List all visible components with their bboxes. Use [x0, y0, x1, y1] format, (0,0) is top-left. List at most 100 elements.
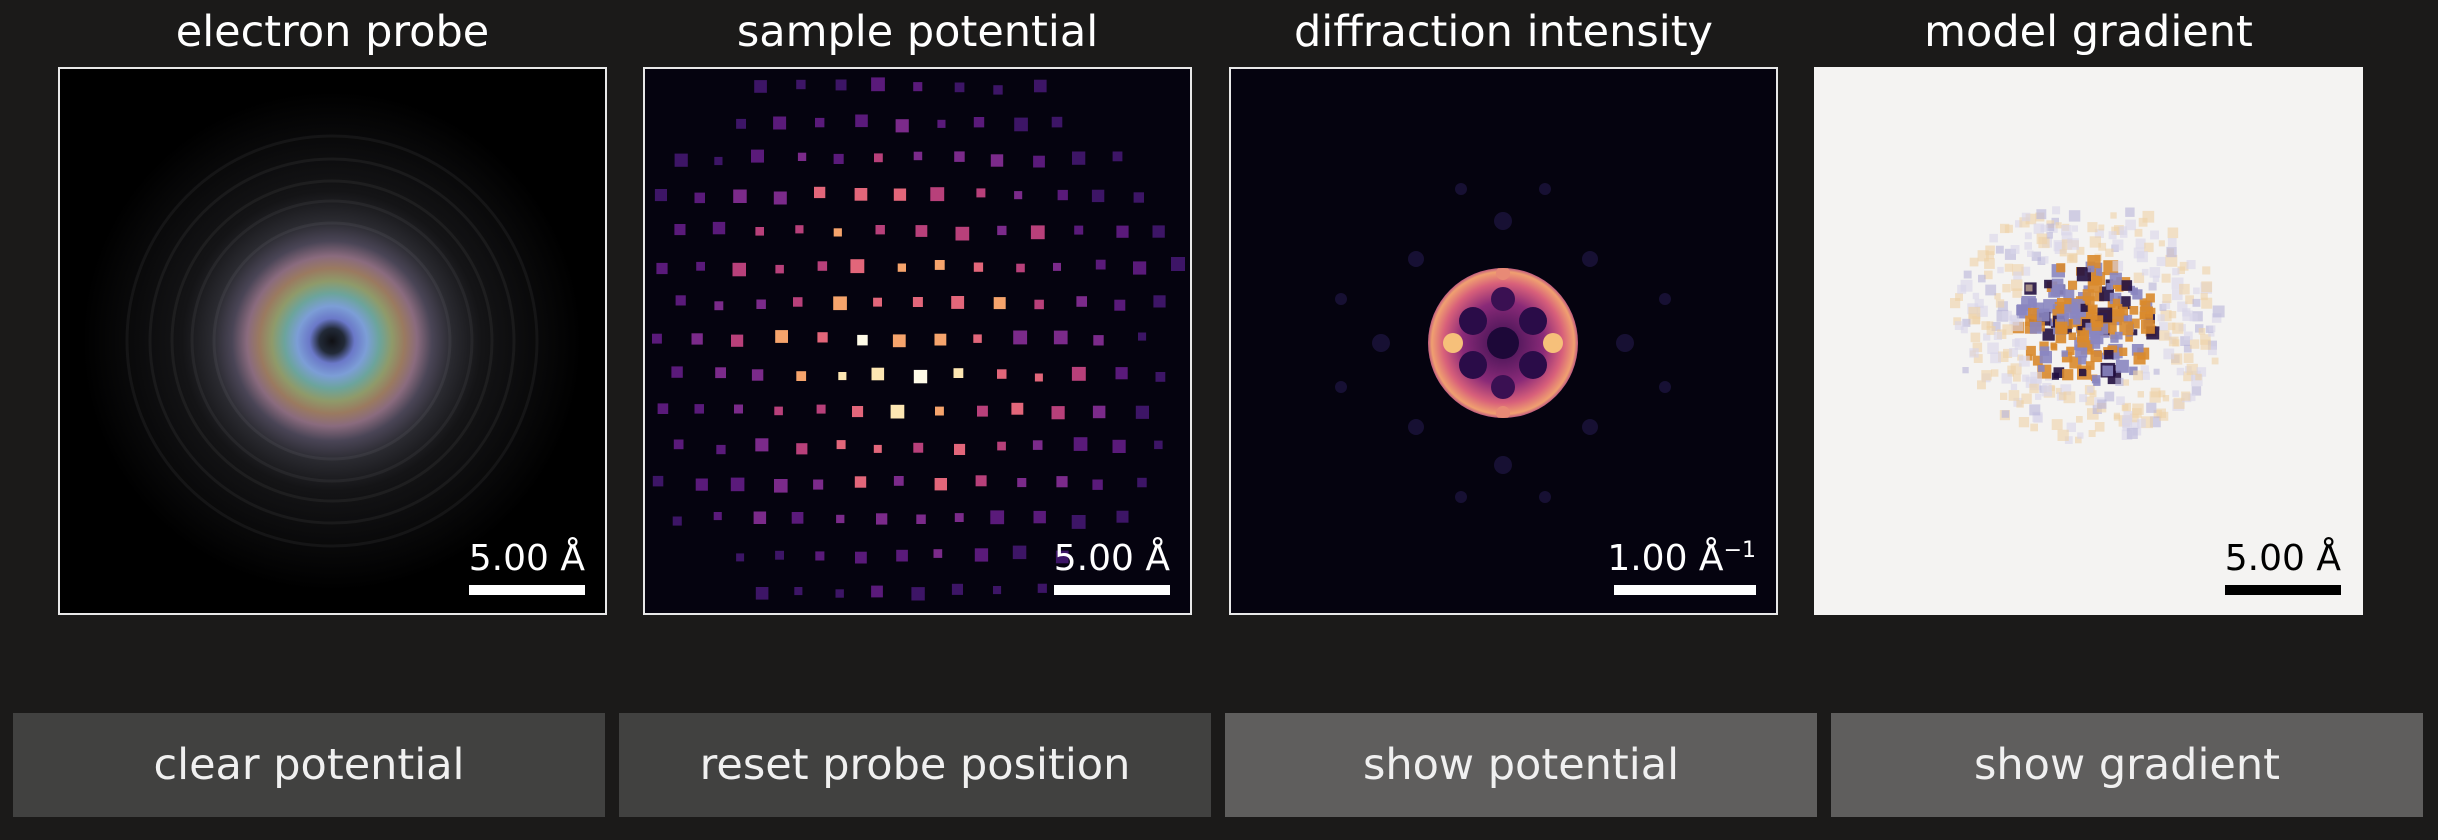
gradient-pixel — [2051, 372, 2059, 380]
gradient-pixel — [1977, 380, 1986, 390]
atom-pixel — [838, 372, 847, 381]
atom-pixel — [875, 225, 885, 235]
atom-pixel — [855, 114, 868, 128]
gradient-pixel — [2122, 418, 2133, 429]
gradient-pixel — [1981, 321, 1991, 330]
gradient-pixel — [1968, 306, 1981, 319]
clear-potential-button[interactable]: clear potential — [13, 713, 605, 817]
gradient-pixel — [2000, 392, 2008, 400]
diffraction-scale-bar — [1614, 585, 1756, 595]
diffraction-scale-label: 1.00 Å−1 — [1607, 538, 1756, 579]
gradient-pixel — [2021, 212, 2031, 222]
electron-probe-view[interactable]: 5.00 Å — [58, 67, 607, 615]
gradient-pixel — [2066, 422, 2076, 432]
diffraction-intensity-view[interactable]: 1.00 Å−1 — [1229, 67, 1778, 615]
gradient-pixel — [2053, 367, 2065, 378]
gradient-pixel — [2159, 411, 2169, 421]
gradient-pixel — [2055, 332, 2067, 344]
gradient-pixel — [1954, 321, 1964, 330]
atom-pixel — [734, 404, 743, 414]
atom-pixel — [1051, 116, 1063, 128]
gradient-pixel — [2168, 311, 2177, 319]
gradient-pixel — [2009, 348, 2018, 357]
gradient-pixel — [2029, 404, 2041, 416]
atom-pixel — [833, 228, 842, 237]
atom-pixel — [694, 192, 705, 204]
gradient-pixel — [2059, 249, 2067, 257]
atom-pixel — [1017, 478, 1027, 488]
atom-pixel — [993, 586, 1002, 595]
gradient-pixel — [2018, 355, 2030, 367]
gradient-pixel — [2158, 240, 2165, 247]
gradient-pixel — [2159, 322, 2168, 331]
electron-probe-scalebar: 5.00 Å — [469, 539, 585, 595]
gradient-pixel — [2015, 220, 2023, 228]
atom-pixel — [775, 264, 784, 274]
gradient-pixel — [2068, 332, 2077, 340]
gradient-pixel — [2130, 419, 2140, 429]
gradient-pixel — [2050, 342, 2057, 349]
atom-pixel — [990, 510, 1005, 525]
atom-pixel — [1073, 437, 1088, 451]
gradient-pixel — [2063, 289, 2075, 301]
model-gradient-view[interactable]: 5.00 Å — [1814, 67, 2363, 615]
atom-pixel — [1092, 405, 1106, 419]
atom-pixel — [993, 297, 1006, 310]
atom-pixel — [976, 188, 986, 198]
atom-pixel — [876, 513, 888, 525]
atom-pixel — [1034, 373, 1043, 382]
atom-pixel — [1053, 330, 1068, 345]
show-potential-button[interactable]: show potential — [1225, 713, 1817, 817]
atom-pixel — [714, 156, 723, 166]
atom-pixel — [916, 514, 926, 524]
atom-pixel — [755, 438, 769, 452]
atom-pixel — [1092, 479, 1103, 490]
gradient-pixel — [1976, 305, 1988, 317]
atom-pixel — [736, 553, 745, 562]
atom-pixel — [713, 512, 722, 521]
atom-pixel — [873, 297, 882, 307]
gradient-pixel — [2077, 336, 2089, 348]
gradient-pixel — [2087, 255, 2101, 269]
gradient-pixel — [2125, 219, 2136, 231]
gradient-pixel — [2142, 210, 2155, 223]
atom-pixel — [836, 440, 846, 450]
gradient-pixel — [2131, 329, 2138, 336]
gradient-pixel — [2201, 281, 2213, 293]
model-gradient-scale-bar — [2225, 585, 2341, 595]
reset-probe-position-button[interactable]: reset probe position — [619, 713, 1211, 817]
gradient-pixel — [2098, 242, 2107, 251]
gradient-pixel — [2104, 350, 2114, 360]
atom-pixel — [915, 225, 928, 237]
panel-title-sample-potential: sample potential — [736, 7, 1099, 57]
gradient-pixel — [2042, 328, 2055, 341]
gradient-pixel — [2172, 268, 2180, 276]
gradient-pixel — [2168, 336, 2179, 347]
gradient-pixel — [2076, 308, 2086, 319]
gradient-pixel — [2191, 386, 2202, 396]
atom-pixel — [933, 549, 943, 558]
show-gradient-button[interactable]: show gradient — [1831, 713, 2423, 817]
atom-pixel — [754, 80, 767, 93]
atom-pixel — [815, 551, 825, 561]
gradient-pixel — [2133, 352, 2146, 365]
gradient-pixel — [2008, 390, 2020, 401]
atom-pixel — [1057, 189, 1068, 201]
atom-pixel — [753, 511, 767, 524]
atom-pixel — [1011, 402, 1024, 415]
atom-pixel — [937, 119, 946, 128]
atom-pixel — [1116, 225, 1129, 238]
gradient-pixel — [2077, 432, 2084, 439]
gradient-pixel — [2007, 365, 2016, 375]
gradient-pixel — [2012, 264, 2024, 276]
gradient-pixel — [2112, 239, 2124, 251]
atom-pixel — [934, 260, 945, 270]
gradient-pixel — [2019, 217, 2030, 228]
sample-potential-view[interactable]: 5.00 Å — [643, 67, 1192, 615]
atom-pixel — [892, 334, 906, 348]
gradient-pixel — [1960, 279, 1973, 292]
gradient-pixel — [1970, 332, 1981, 343]
gradient-pixel — [2024, 232, 2032, 240]
gradient-pixel — [2173, 397, 2185, 409]
gradient-pixel — [2208, 346, 2217, 356]
